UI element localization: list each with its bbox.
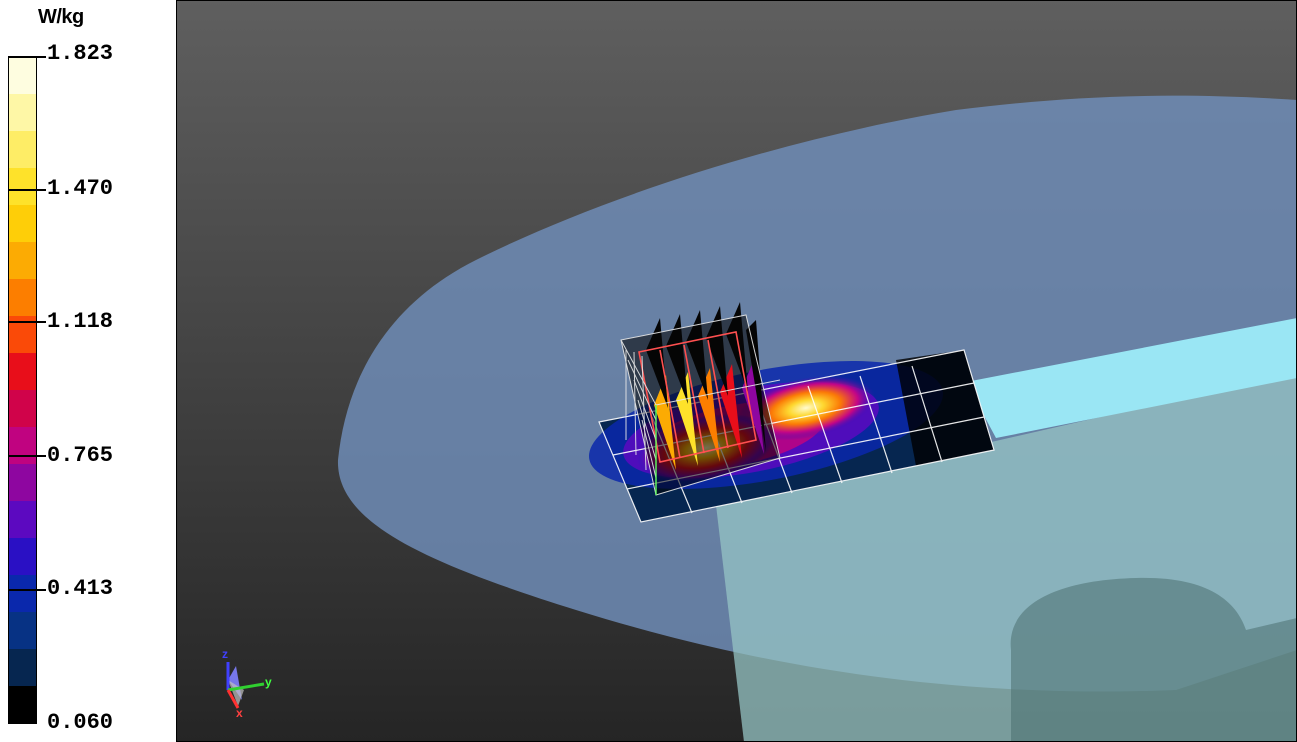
color-band: [9, 686, 36, 723]
axis-z-label: z: [222, 647, 228, 661]
color-band: [9, 612, 36, 649]
color-band: [9, 353, 36, 390]
color-band: [9, 57, 36, 94]
color-band: [9, 501, 36, 538]
color-band: [9, 390, 36, 427]
color-band: [9, 131, 36, 168]
colorbar-legend: W/kg 1.823 1.470 1.118 0.765 0.413 0.060: [0, 0, 176, 742]
volume-scan-cube: [620, 302, 781, 496]
tick-label: 1.118: [47, 309, 114, 334]
3d-viewport[interactable]: z y x: [176, 0, 1297, 742]
color-scale-bar: [8, 56, 37, 724]
tick-mark: [8, 189, 46, 191]
tick-label: 0.413: [47, 576, 114, 601]
axis-triad: z y x: [222, 647, 272, 720]
axis-x-label: x: [236, 706, 243, 720]
tick-mark: [8, 589, 46, 591]
tick-mark: [8, 455, 46, 457]
waveguide-arm: [966, 318, 1297, 438]
unit-label: W/kg: [38, 6, 84, 28]
color-band: [9, 242, 36, 279]
color-band: [9, 575, 36, 612]
color-band: [9, 279, 36, 316]
tick-label-max: 1.823: [47, 41, 114, 66]
color-band: [9, 427, 36, 464]
tick-mark: [8, 321, 46, 323]
tick-label: 0.765: [47, 443, 114, 468]
color-band: [9, 649, 36, 686]
color-band: [9, 538, 36, 575]
axis-y-label: y: [265, 675, 272, 689]
phantom-inner-blob: [1010, 577, 1297, 742]
tick-label: 1.470: [47, 176, 114, 201]
tick-mark: [8, 56, 46, 58]
3d-scene[interactable]: z y x: [176, 0, 1297, 742]
color-band: [9, 94, 36, 131]
color-band: [9, 464, 36, 501]
color-band: [9, 168, 36, 205]
tick-label-min: 0.060: [47, 710, 114, 735]
color-band: [9, 205, 36, 242]
